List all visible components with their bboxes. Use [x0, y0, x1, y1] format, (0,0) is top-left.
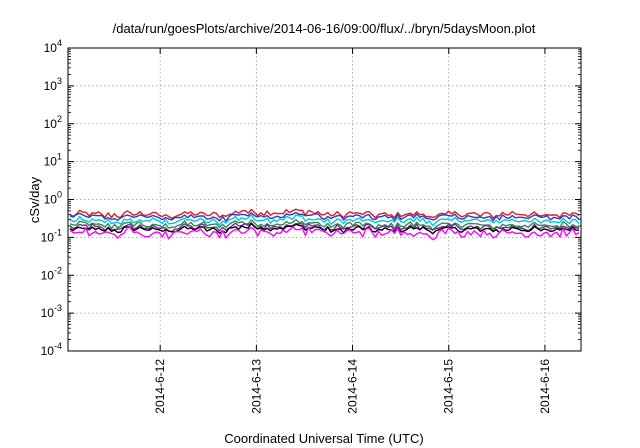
x-tick-label: 2014-6-14 — [346, 359, 360, 414]
y-tick-label: 101 — [44, 152, 62, 169]
x-tick-label: 2014-6-12 — [153, 359, 167, 414]
chart-title: /data/run/goesPlots/archive/2014-06-16/0… — [113, 21, 536, 36]
y-tick-label: 103 — [44, 76, 62, 93]
series-line — [69, 218, 580, 231]
x-axis-label: Coordinated Universal Time (UTC) — [224, 431, 423, 446]
x-tick-label: 2014-6-13 — [249, 359, 263, 414]
y-tick-label: 10-2 — [41, 265, 62, 282]
y-tick-label: 10-4 — [41, 341, 62, 358]
series-line — [69, 208, 580, 219]
x-tick-label: 2014-6-15 — [442, 359, 456, 414]
series-line — [69, 214, 580, 227]
y-tick-label: 10-1 — [41, 227, 62, 244]
y-tick-label: 102 — [44, 114, 62, 131]
series-line — [69, 211, 580, 222]
y-tick-label: 104 — [44, 38, 62, 55]
x-axis-ticks: 2014-6-12 2014-6-13 2014-6-14 2014-6-15 2014… — [153, 48, 552, 414]
y-axis-label: cSv/day — [27, 176, 42, 223]
y-axis-ticks: 10-4 10-3 10-2 10-1 100 101 102 103 104 — [41, 38, 581, 358]
series-layer — [69, 208, 580, 241]
x-tick-label: 2014-6-16 — [538, 359, 552, 414]
y-tick-label: 100 — [44, 190, 62, 207]
grid-layer — [68, 48, 581, 351]
y-tick-label: 10-3 — [41, 303, 62, 320]
series-line — [69, 226, 580, 241]
